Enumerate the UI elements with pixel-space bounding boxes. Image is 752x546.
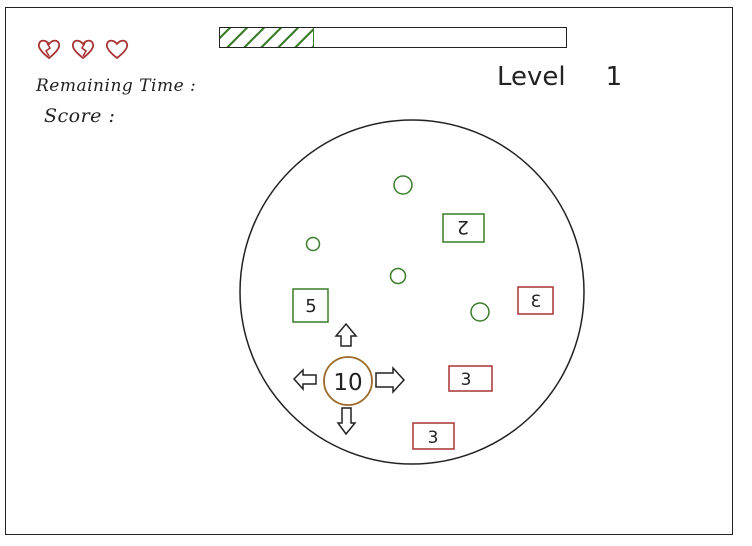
enemy-box-label: 3 <box>428 428 439 448</box>
lives-display <box>36 38 130 60</box>
friendly-box: 2 <box>442 213 485 243</box>
time-progress-bar <box>219 27 567 48</box>
player: 10 <box>323 356 373 406</box>
enemy-box: 3 <box>517 286 554 315</box>
level-label: Level <box>497 62 566 92</box>
heart-icon <box>105 39 129 60</box>
enemy-box-label: 3 <box>531 292 542 312</box>
level-indicator: Level 1 <box>497 62 622 92</box>
level-value: 1 <box>605 62 623 92</box>
arrow-right-icon[interactable] <box>375 366 406 394</box>
green-circle <box>470 302 490 322</box>
green-circle <box>305 236 321 252</box>
enemy-box: 3 <box>412 422 455 450</box>
friendly-box-label: 5 <box>305 296 316 317</box>
game-frame <box>5 7 733 535</box>
friendly-box: 5 <box>292 288 329 323</box>
arrow-up-icon[interactable] <box>334 322 358 347</box>
heart-cracked-icon <box>37 39 61 60</box>
green-circle <box>393 175 413 195</box>
arrow-down-icon[interactable] <box>336 407 357 436</box>
heart-cracked-icon <box>71 39 95 60</box>
enemy-box: 3 <box>448 365 493 392</box>
arrow-left-icon[interactable] <box>292 368 317 391</box>
player-value: 10 <box>333 370 362 396</box>
remaining-time-label: Remaining Time : <box>36 76 197 96</box>
score-label: Score : <box>44 105 116 127</box>
enemy-box-label: 3 <box>461 370 472 390</box>
green-circle <box>389 267 407 285</box>
arena-boundary <box>239 119 585 465</box>
time-progress-fill <box>220 28 315 47</box>
friendly-box-label: 2 <box>457 216 469 238</box>
